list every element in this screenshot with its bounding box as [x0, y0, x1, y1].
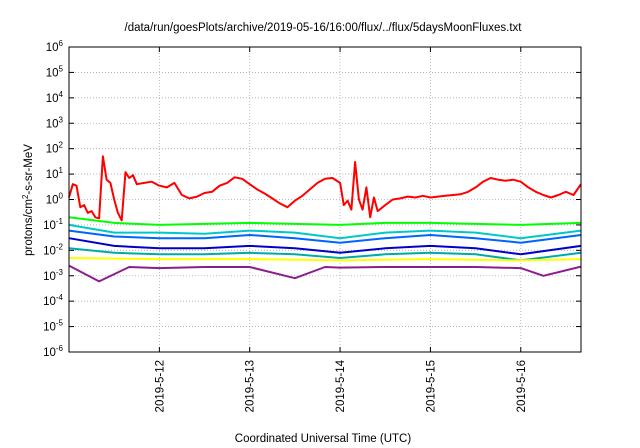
series-line — [68, 216, 582, 226]
x-tick-label: 2019-5-15 — [425, 360, 437, 412]
y-tick-label: 101 — [46, 166, 64, 181]
series-line — [68, 264, 582, 283]
y-tick-label: 104 — [46, 90, 64, 105]
plot-frame — [68, 46, 582, 353]
series-line — [68, 247, 582, 262]
x-tick-label: 2019-5-14 — [335, 359, 347, 412]
y-tick-label: 102 — [46, 141, 64, 156]
y-tick-label: 10-2 — [43, 242, 63, 257]
y-tick-label: 105 — [46, 64, 64, 79]
y-axis-ticks: 10-6 10-5 10-4 10-3 10-2 10-1 100 101 102 103 104 1… — [43, 39, 581, 359]
chart-title: /data/run/goesPlots/archive/2019-05-16/1… — [125, 22, 523, 34]
y-axis-label: protons/cm2-s-sr-MeV — [21, 144, 35, 256]
y-tick-label: 10-1 — [43, 217, 63, 232]
y-tick-label: 10-6 — [43, 344, 63, 359]
series-line — [68, 237, 582, 256]
y-tick-label: 10-4 — [43, 293, 63, 308]
series-line — [68, 257, 582, 262]
grid — [69, 47, 581, 352]
series-group — [68, 155, 582, 283]
x-tick-label: 2019-5-16 — [516, 360, 528, 412]
x-tick-label: 2019-5-13 — [245, 360, 257, 412]
y-tick-label: 100 — [46, 192, 64, 207]
y-tick-label: 10-3 — [43, 268, 63, 283]
y-tick-label: 106 — [46, 39, 64, 54]
series-line — [68, 155, 582, 222]
x-axis-label: Coordinated Universal Time (UTC) — [235, 433, 412, 445]
y-tick-label: 10-5 — [43, 319, 63, 334]
series-line — [68, 229, 582, 244]
x-tick-label: 2019-5-12 — [154, 360, 166, 412]
y-tick-label: 103 — [46, 115, 64, 130]
x-axis-ticks: 2019-5-12 2019-5-13 2019-5-14 2019-5-15 2019… — [154, 47, 528, 412]
series-line — [68, 223, 582, 240]
